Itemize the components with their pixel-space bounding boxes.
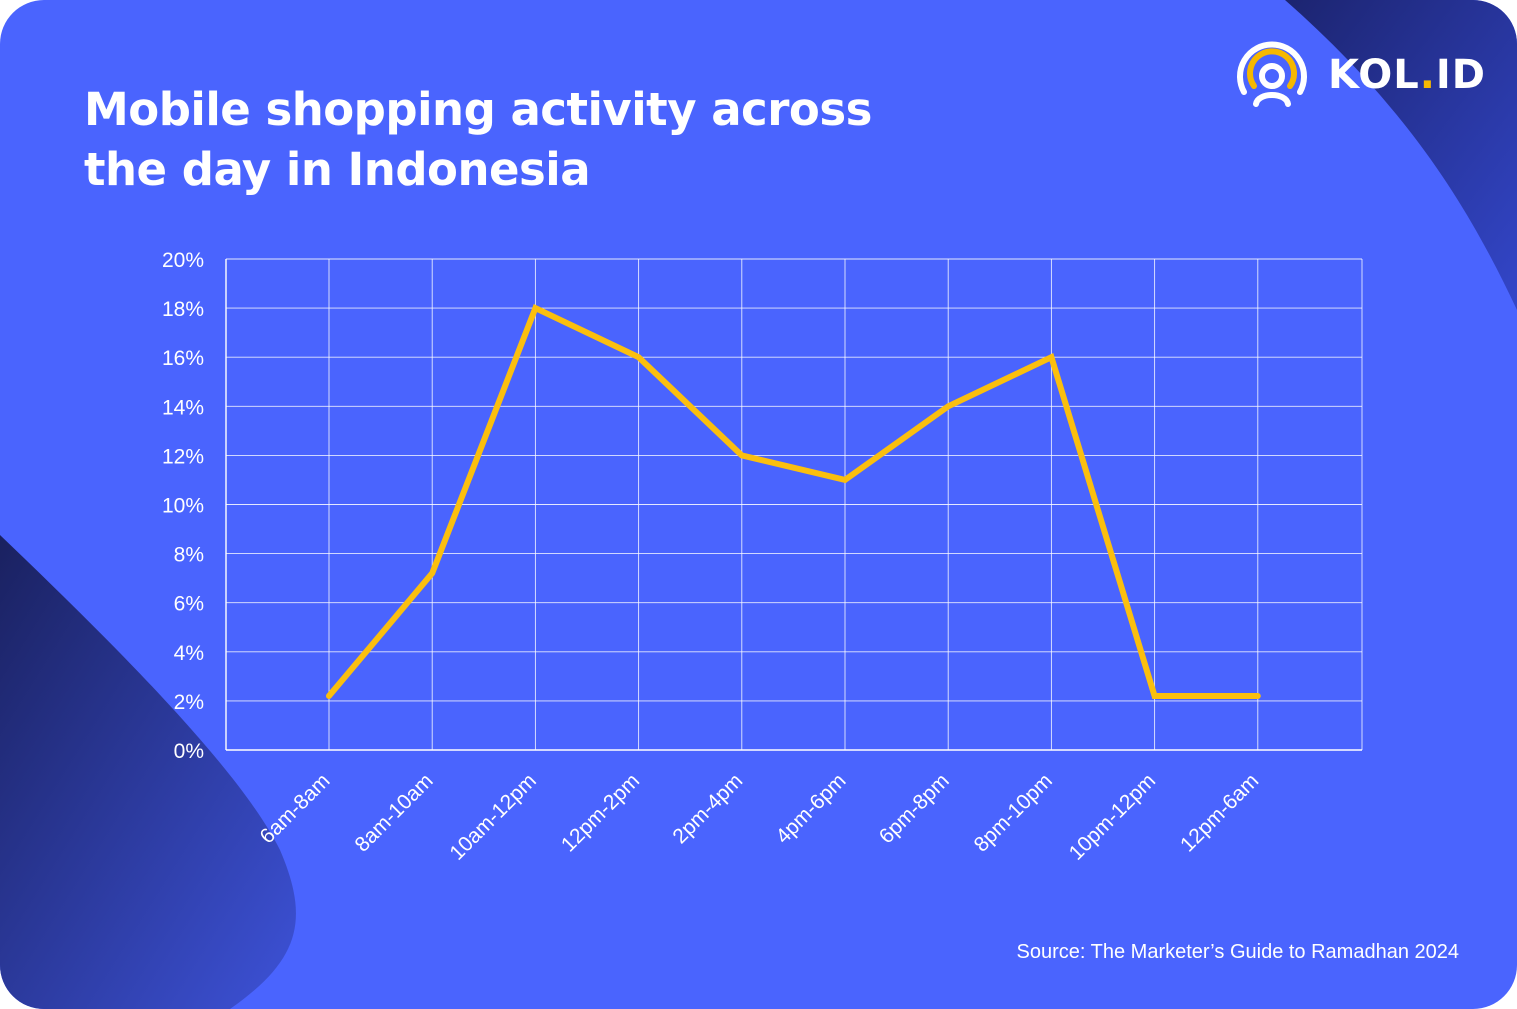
x-tick-label: 6am-8am	[256, 769, 335, 848]
x-tick-label: 10pm-12pm	[1065, 769, 1161, 865]
data-point	[532, 305, 538, 311]
x-tick-label: 8pm-10pm	[970, 769, 1057, 856]
x-tick-label: 2pm-4pm	[668, 769, 747, 848]
logo-name: KOL	[1328, 52, 1420, 98]
chart-grid	[225, 258, 1363, 751]
data-point	[636, 354, 642, 360]
chart-title: Mobile shopping activity across the day …	[84, 80, 872, 200]
x-tick-label: 4pm-6pm	[772, 769, 851, 848]
y-tick-label: 12%	[162, 445, 204, 468]
y-tick-label: 10%	[162, 495, 204, 518]
x-tick-label: 10am-12pm	[445, 769, 541, 865]
x-tick-label: 6pm-8pm	[875, 769, 954, 848]
x-axis-ticks: 6am-8am 8am-10am 10am-12pm 12pm-2pm 2pm-4pm 4…	[256, 769, 1264, 865]
x-tick-label: 12pm-6am	[1176, 769, 1263, 856]
y-tick-label: 18%	[162, 298, 204, 321]
x-tick-label: 8am-10am	[350, 769, 437, 856]
x-tick-label: 12pm-2pm	[557, 769, 644, 856]
logo-suffix: ID	[1435, 52, 1486, 98]
data-point	[945, 403, 951, 409]
data-point	[1152, 693, 1158, 699]
y-tick-label: 2%	[174, 691, 204, 714]
data-point	[739, 452, 745, 458]
logo-wordmark: KOL.ID	[1328, 50, 1486, 100]
data-point	[429, 570, 435, 576]
corner-swoosh-top-right	[1285, 0, 1517, 310]
y-tick-label: 4%	[174, 642, 204, 665]
source-note: Source: The Marketer’s Guide to Ramadhan…	[1016, 941, 1459, 963]
data-point	[1255, 693, 1261, 699]
broadcast-person-icon	[1237, 41, 1307, 107]
data-point	[842, 477, 848, 483]
title-line-2: the day in Indonesia	[84, 143, 591, 196]
title-line-1: Mobile shopping activity across	[84, 83, 872, 136]
logo-dot: .	[1419, 52, 1436, 98]
y-tick-label: 8%	[174, 544, 204, 567]
y-tick-label: 20%	[162, 249, 204, 272]
y-tick-label: 16%	[162, 347, 204, 370]
series-layer	[326, 304, 1261, 699]
y-tick-label: 6%	[174, 593, 204, 616]
y-tick-label: 14%	[162, 396, 204, 419]
corner-swoosh-bottom-left	[0, 535, 296, 1009]
kol-id-logo: KOL.ID	[1234, 40, 1486, 110]
data-point	[1048, 354, 1054, 360]
y-tick-label: 0%	[174, 740, 204, 763]
series-line	[326, 304, 1261, 699]
y-axis-ticks: 0% 2% 4% 6% 8% 10% 12% 14% 16% 18% 20%	[162, 249, 204, 763]
data-point	[326, 693, 332, 699]
